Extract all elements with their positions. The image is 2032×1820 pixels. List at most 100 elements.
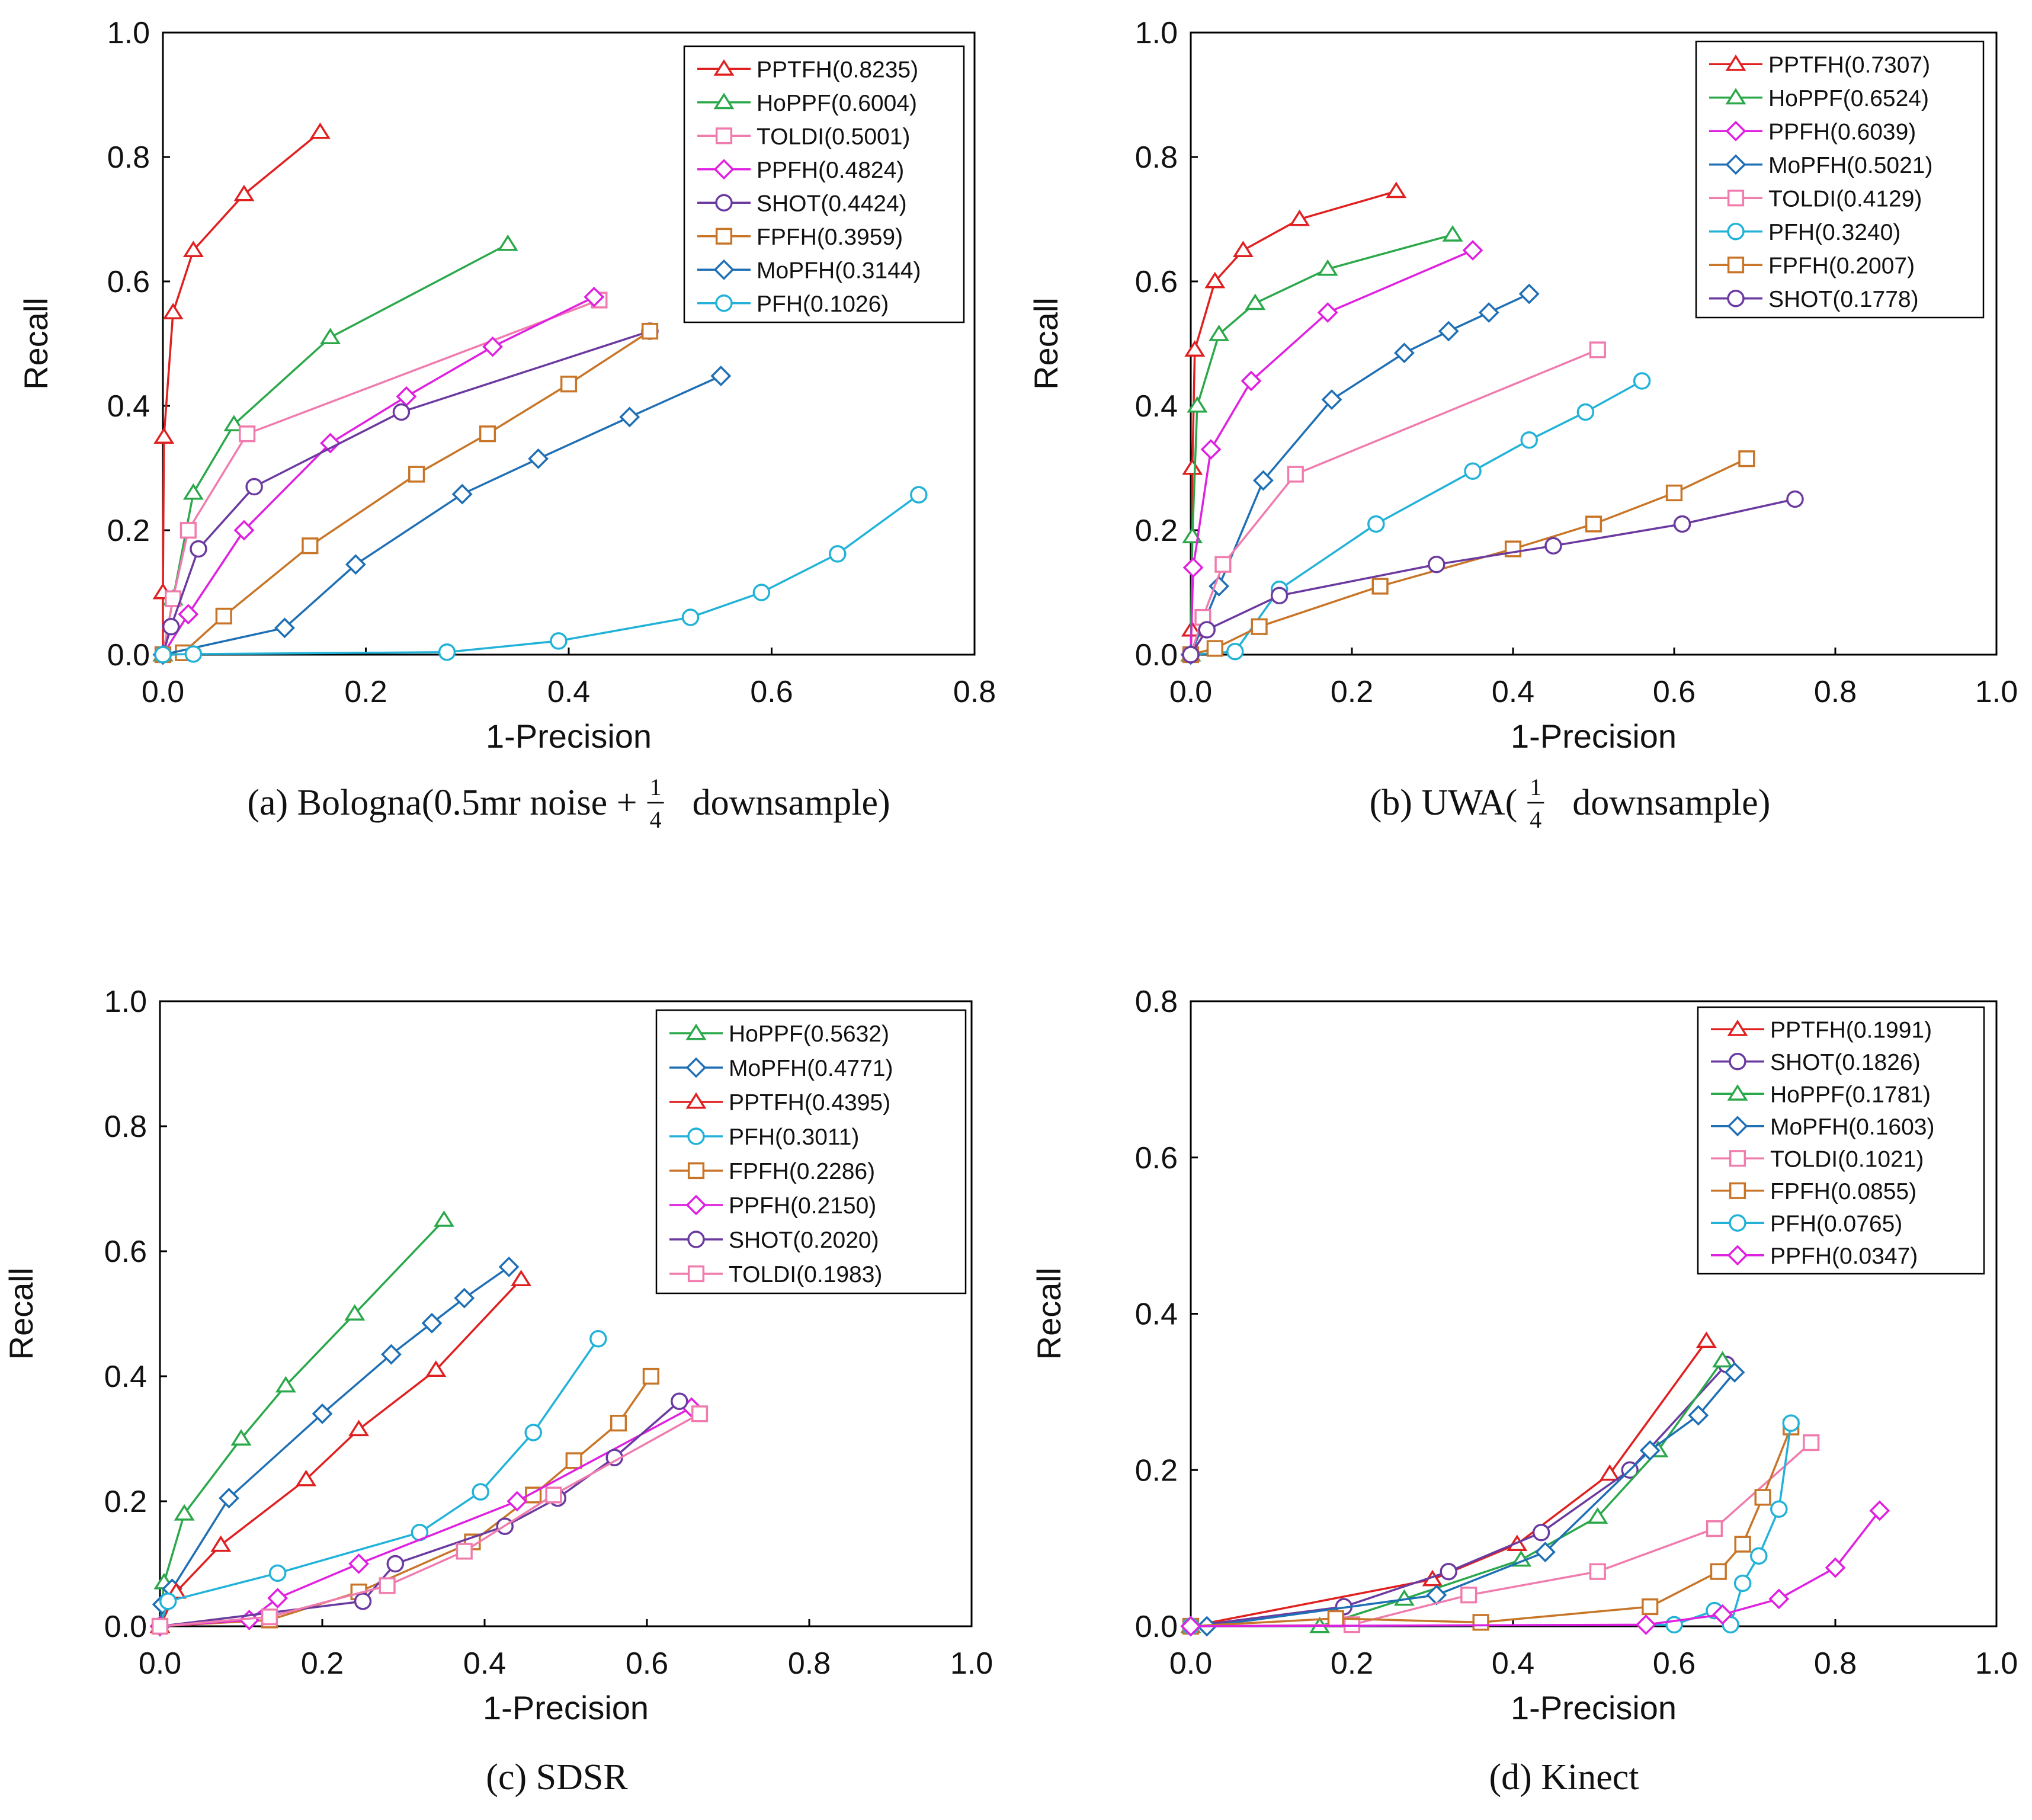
data-point — [1472, 1614, 1489, 1631]
legend-marker — [1729, 1053, 1746, 1071]
data-point — [1750, 1547, 1768, 1565]
y-tick-label: 0.6 — [104, 1235, 147, 1269]
panel-caption: (a) Bologna(0.5mr noise + downsample)14 — [247, 774, 890, 833]
data-point — [1665, 484, 1683, 502]
series-line — [1190, 1422, 1792, 1627]
data-point — [1724, 1361, 1745, 1383]
legend-marker — [1725, 54, 1746, 71]
data-point — [421, 1312, 443, 1334]
data-point — [1440, 1562, 1457, 1581]
legend-label: MoPFH(0.5021) — [1768, 153, 1932, 178]
x-tick-label: 0.8 — [1814, 675, 1857, 709]
data-point — [1321, 389, 1342, 410]
data-point — [1532, 1524, 1550, 1542]
data-point — [386, 1555, 405, 1573]
legend-box — [1697, 1006, 1985, 1275]
x-tick-label: 0.6 — [750, 675, 793, 709]
series-line — [162, 296, 595, 655]
data-point — [1696, 1331, 1717, 1348]
legend-label: SHOT(0.2020) — [729, 1228, 879, 1253]
data-point — [182, 241, 204, 257]
legend-label: MoPFH(0.3144) — [757, 258, 921, 283]
data-point — [1226, 643, 1244, 661]
data-point — [233, 520, 255, 541]
x-tick-label: 1.0 — [1975, 675, 2018, 709]
series-line — [1190, 498, 1796, 655]
data-point — [1367, 515, 1385, 533]
caption-text: (c) SDSR — [486, 1757, 628, 1797]
data-point — [1460, 1587, 1477, 1604]
series-line — [159, 1265, 510, 1627]
data-point — [1673, 515, 1691, 533]
x-axis-label: 1-Precision — [1511, 717, 1677, 755]
data-point — [1738, 450, 1755, 467]
data-point — [511, 1270, 532, 1286]
y-tick-label: 0.8 — [104, 1110, 147, 1144]
data-point — [1712, 1604, 1733, 1625]
data-point — [425, 1360, 447, 1377]
data-point — [1371, 578, 1389, 595]
data-point — [1706, 1520, 1723, 1537]
y-tick-label: 0.4 — [104, 1360, 147, 1394]
x-tick-label: 0.2 — [1331, 675, 1373, 709]
legend-label: TOLDI(0.1983) — [729, 1262, 882, 1287]
y-tick-label: 0.0 — [107, 638, 150, 672]
data-point — [1478, 302, 1499, 323]
data-point — [1270, 587, 1289, 604]
caption-suffix: downsample) — [1563, 783, 1771, 823]
legend-item-fpfh: FPFH(0.2286) — [669, 1159, 875, 1184]
data-point — [584, 286, 605, 307]
caption-fraction-denominator: 4 — [650, 806, 662, 833]
plot-area-frame — [1190, 31, 1998, 656]
legend-label: HoPPF(0.6004) — [757, 91, 917, 116]
data-point — [245, 478, 263, 496]
series-line — [159, 1412, 700, 1627]
data-point — [174, 1504, 195, 1521]
legend-item-fpfh: FPFH(0.3959) — [697, 225, 903, 250]
legend-item-mopfh: MoPFH(0.5021) — [1709, 153, 1932, 178]
data-point — [1782, 1414, 1800, 1432]
data-point — [829, 545, 847, 563]
data-point — [348, 1553, 370, 1574]
series-line — [1190, 249, 1473, 655]
legend-label: PPFH(0.0347) — [1770, 1244, 1918, 1269]
data-point — [550, 632, 568, 650]
legend-marker — [713, 92, 735, 110]
data-point — [1327, 1610, 1344, 1627]
series-line — [162, 299, 600, 655]
legend-item-ppfh: PPFH(0.0347) — [1711, 1244, 1918, 1269]
data-point — [498, 1256, 520, 1277]
data-point — [1200, 439, 1222, 460]
legend-item-shot: SHOT(0.2020) — [669, 1228, 879, 1253]
legend-item-hoppf: HoPPF(0.6524) — [1709, 86, 1929, 111]
legend-label: FPFH(0.2007) — [1768, 253, 1915, 278]
caption-prefix: (a) Bologna(0.5mr noise + — [247, 783, 646, 823]
data-point — [1633, 372, 1651, 390]
series-line — [159, 1279, 522, 1627]
legend-marker — [713, 59, 735, 76]
series-fpfh — [1182, 1418, 1800, 1635]
data-point — [153, 427, 175, 444]
legend-marker — [1727, 290, 1745, 307]
data-point — [560, 376, 578, 393]
data-point — [1317, 259, 1338, 276]
chart-panel-3: 0.0 0.2 0.4 0.6 0.8 1.0 0.0 0.2 0.4 0.6 0.8 1.0 1-Pr… — [2, 985, 993, 1797]
legend-marker — [685, 1092, 707, 1109]
legend-label: SHOT(0.1826) — [1770, 1050, 1921, 1075]
series-line — [1190, 380, 1643, 656]
legend-label: HoPPF(0.1781) — [1770, 1082, 1931, 1107]
data-point — [1428, 556, 1446, 573]
data-point — [381, 1344, 402, 1365]
data-point — [1770, 1500, 1788, 1518]
data-point — [479, 425, 496, 443]
data-point — [1786, 490, 1804, 508]
legend-item-fpfh: FPFH(0.0855) — [1711, 1179, 1916, 1204]
legend-item-shot: SHOT(0.4424) — [697, 191, 907, 216]
data-point — [267, 1588, 289, 1608]
legend-marker — [1727, 1245, 1748, 1266]
data-point — [1635, 1614, 1656, 1635]
x-tick-label: 0.2 — [1331, 1646, 1373, 1681]
data-point — [312, 1403, 333, 1424]
legend-item-pptfh: PPTFH(0.8235) — [697, 57, 918, 82]
legend-item-mopfh: MoPFH(0.1603) — [1711, 1114, 1934, 1140]
